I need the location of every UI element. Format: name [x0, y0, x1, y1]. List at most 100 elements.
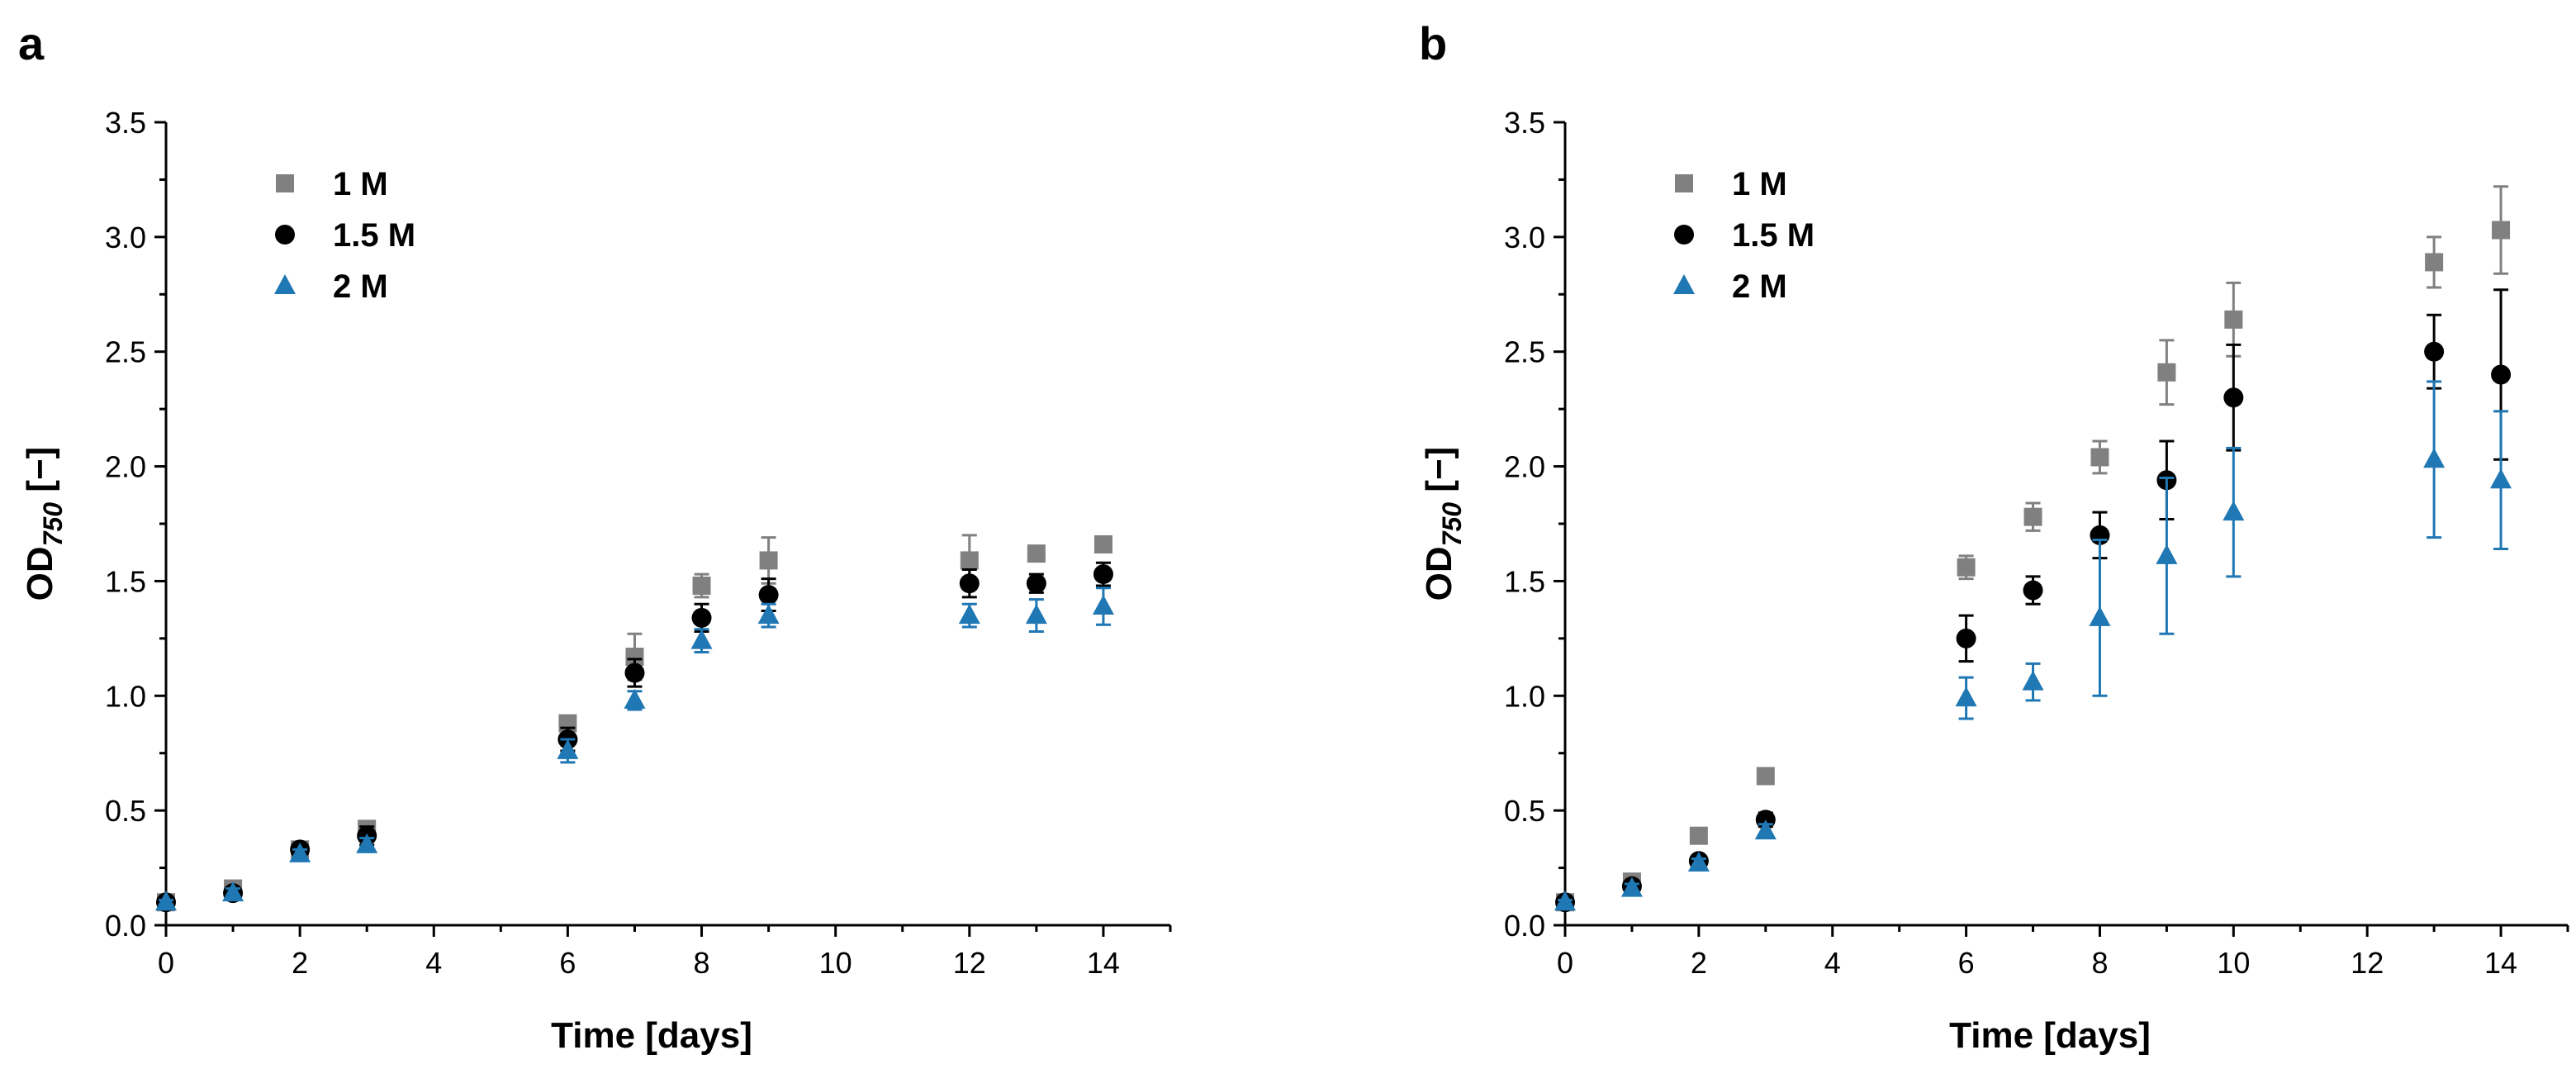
data-point [2425, 253, 2444, 272]
data-point [2089, 606, 2111, 626]
data-point [757, 604, 780, 625]
x-tick-label: 0 [158, 946, 174, 980]
y-tick-label: 2.5 [105, 335, 146, 369]
data-point [1957, 558, 1976, 577]
x-tick-label: 8 [2091, 946, 2108, 980]
panel-label: a [18, 17, 45, 69]
data-point [2490, 468, 2512, 489]
x-tick-label: 4 [1824, 946, 1841, 980]
legend: 1 M 1.5 M 2 M [274, 166, 415, 305]
legend-label: 2 M [333, 268, 388, 305]
data-point [625, 648, 644, 667]
data-point [2156, 544, 2178, 564]
y-tick-label: 0.0 [1504, 909, 1545, 943]
panel-a: a 0 2 4 6 8 10 12 14 0.0 0.5 1.0 1.5 2.0 2.5 3.0 3.5 Time… [18, 17, 1172, 1056]
data-point [960, 551, 979, 570]
y-axis-title: OD750 [−] [20, 447, 68, 601]
x-tick-label: 6 [559, 946, 576, 980]
y-axis-title: OD750 [−] [1419, 447, 1467, 601]
data-point [759, 551, 778, 570]
x-tick-label: 12 [953, 946, 986, 980]
data-point [2491, 364, 2512, 385]
x-tick-label: 0 [1557, 946, 1573, 980]
data-point [2023, 507, 2042, 526]
data-point [1687, 852, 1710, 872]
data-point [356, 833, 378, 853]
legend-label: 1 M [333, 166, 388, 202]
series-1_5M [1555, 288, 2512, 913]
data-point [624, 688, 646, 709]
panel-label: b [1419, 17, 1447, 69]
data-point [1026, 573, 1046, 594]
data-point [690, 629, 713, 649]
axis-frame [164, 122, 1170, 927]
legend: 1 M 1.5 M 2 M [1673, 166, 1815, 305]
y-tick-label: 3.5 [1504, 106, 1545, 140]
legend-label: 1 M [1732, 166, 1787, 202]
data-point [2224, 310, 2243, 329]
x-tick-label: 14 [2484, 946, 2517, 980]
y-tick-label: 0.5 [1504, 794, 1545, 828]
data-point [222, 881, 244, 902]
data-point [2223, 387, 2244, 408]
x-axis-title: Time [days] [1949, 1015, 2151, 1056]
data-point [2023, 580, 2043, 601]
y-tick-label: 3.0 [105, 221, 146, 254]
y-tick-label: 2.5 [1504, 335, 1545, 369]
data-point [2157, 363, 2176, 382]
x-tick-label: 12 [2351, 946, 2384, 980]
data-point [1689, 826, 1708, 845]
y-tick-label: 1.0 [105, 679, 146, 713]
data-point [2492, 221, 2511, 240]
data-point [557, 739, 579, 759]
y-tick-label: 3.0 [1504, 221, 1545, 254]
data-point [1093, 564, 1113, 585]
y-tick-label: 0.0 [105, 909, 146, 943]
legend-marker [274, 274, 296, 294]
panel-b: b 0 2 4 6 8 10 12 14 0.0 0.5 1.0 1.5 2.0 2.5 3.0 3.5 Time… [1419, 17, 2569, 1056]
x-axis-title: Time [days] [551, 1015, 752, 1056]
legend-label: 2 M [1732, 268, 1787, 305]
y-tick-label: 3.5 [105, 106, 146, 140]
x-tick-label: 6 [1958, 946, 1975, 980]
x-tick-label: 14 [1087, 946, 1120, 980]
legend-label: 1.5 M [333, 217, 415, 254]
data-point [2090, 448, 2109, 467]
data-point [692, 576, 711, 595]
data-point [2223, 501, 2245, 521]
y-tick-label: 1.0 [1504, 679, 1545, 713]
series-2M [155, 587, 1114, 911]
x-tick-label: 2 [292, 946, 308, 980]
x-tick-label: 2 [1691, 946, 1707, 980]
data-point [624, 663, 645, 683]
data-point [691, 607, 712, 628]
legend-marker [1673, 274, 1695, 294]
y-tick-label: 0.5 [105, 794, 146, 828]
y-tick-label: 1.5 [105, 564, 146, 598]
data-point [1620, 876, 1643, 897]
series-1M [1556, 185, 2511, 912]
data-point [1955, 686, 1977, 707]
series-2M [1554, 380, 2512, 911]
data-point [2022, 670, 2044, 691]
data-point [1027, 544, 1046, 563]
data-point [958, 604, 980, 625]
x-tick-label: 8 [694, 946, 710, 980]
data-point [1093, 534, 1112, 553]
x-tick-label: 4 [425, 946, 442, 980]
data-point [2424, 341, 2445, 362]
x-tick-label: 10 [819, 946, 852, 980]
axis-frame [1563, 122, 2568, 927]
y-tick-label: 2.0 [105, 450, 146, 484]
data-point [2423, 448, 2446, 468]
data-point [1754, 819, 1777, 840]
data-point [758, 585, 779, 606]
data-point [1092, 594, 1114, 615]
legend-marker [1675, 174, 1693, 192]
data-point [1554, 891, 1576, 911]
data-point [1956, 628, 1976, 648]
legend-marker [275, 225, 295, 245]
legend-label: 1.5 M [1732, 217, 1815, 254]
data-point [289, 842, 311, 862]
